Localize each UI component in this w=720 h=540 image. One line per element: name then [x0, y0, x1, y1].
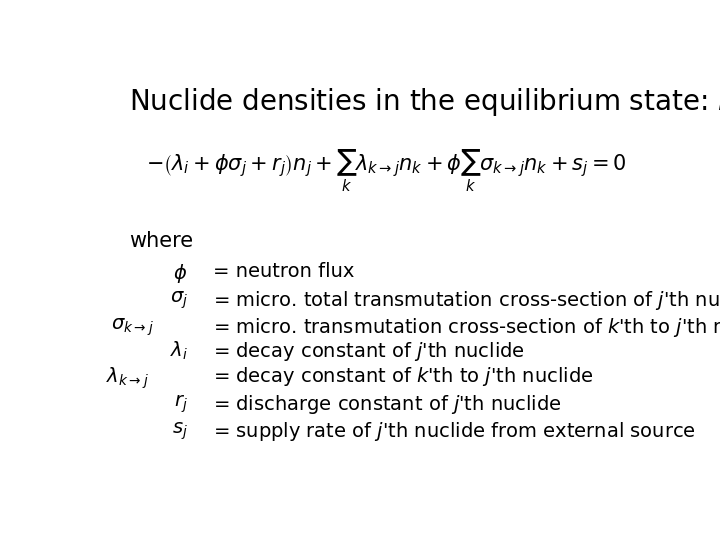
- Text: = neutron flux: = neutron flux: [213, 262, 354, 281]
- Text: where: where: [129, 231, 193, 251]
- Text: = decay constant of $k$'th to $j$'th nuclide: = decay constant of $k$'th to $j$'th nuc…: [213, 365, 593, 388]
- Text: $\sigma_j$: $\sigma_j$: [169, 289, 188, 311]
- Text: = discharge constant of $j$'th nuclide: = discharge constant of $j$'th nuclide: [213, 393, 562, 416]
- Text: $-\left(\lambda_i + \phi\sigma_j + r_j\right)n_j + \sum_k \lambda_{k \to j}n_k +: $-\left(\lambda_i + \phi\sigma_j + r_j\r…: [145, 148, 626, 194]
- Text: = micro. transmutation cross-section of $k$'th to $j$'th nuclide: = micro. transmutation cross-section of …: [213, 316, 720, 339]
- Text: = micro. total transmutation cross-section of $j$'th nuclide: = micro. total transmutation cross-secti…: [213, 289, 720, 312]
- Text: = decay constant of $j$'th nuclide: = decay constant of $j$'th nuclide: [213, 340, 525, 363]
- Text: $\sigma_{k \to j}$: $\sigma_{k \to j}$: [112, 316, 154, 338]
- Text: $\lambda_{k \to j}$: $\lambda_{k \to j}$: [106, 365, 148, 390]
- Text: Nuclide densities in the equilibrium state: $n_i$: Nuclide densities in the equilibrium sta…: [129, 85, 720, 118]
- Text: $s_j$: $s_j$: [172, 420, 188, 442]
- Text: $\lambda_i$: $\lambda_i$: [169, 340, 188, 362]
- Text: $r_j$: $r_j$: [174, 393, 188, 415]
- Text: = supply rate of $j$'th nuclide from external source: = supply rate of $j$'th nuclide from ext…: [213, 420, 696, 443]
- Text: $\phi$: $\phi$: [174, 262, 188, 285]
